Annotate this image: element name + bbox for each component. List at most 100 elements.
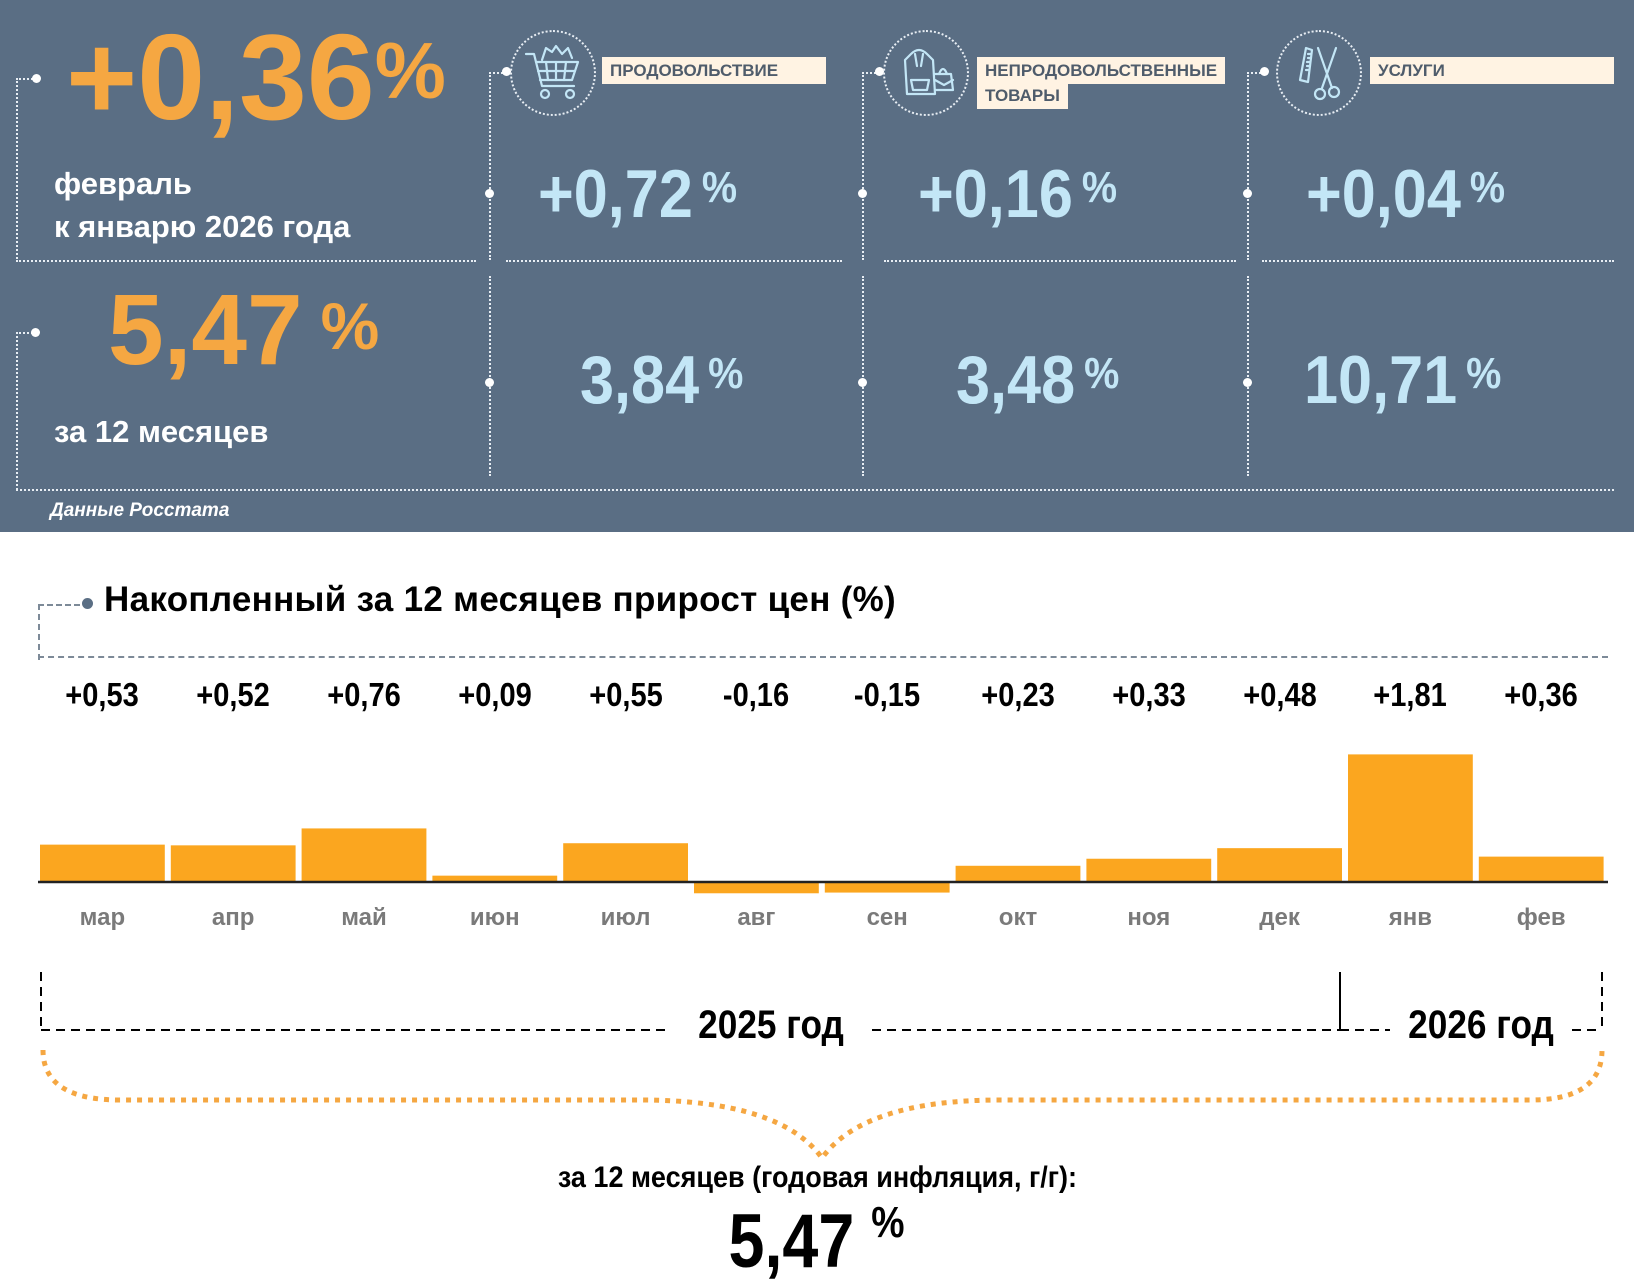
category-icon-circle — [1276, 30, 1362, 116]
nonfood-annual-number: 3,48 — [956, 342, 1076, 418]
month-label-янв: янв — [1388, 904, 1433, 931]
shopping-cart-icon — [524, 44, 580, 100]
bar-авг — [694, 882, 819, 894]
month-label-июн: июн — [469, 904, 520, 931]
bar-окт — [955, 865, 1081, 882]
value-label-сен: -0,15 — [854, 676, 921, 713]
percent-sign: % — [374, 26, 446, 115]
value-label-июн: +0,09 — [458, 676, 532, 713]
total-caption: за 12 месяцев (годовая инфляция, г/г): — [557, 1161, 1077, 1194]
connector-line — [489, 72, 507, 74]
category-tag-nonfood: НЕПРОДОВОЛЬСТВЕННЫЕ ТОВАРЫ — [977, 57, 1225, 109]
month-label-сен: сен — [866, 904, 908, 931]
category-tag-nonfood-line2: ТОВАРЫ — [977, 82, 1068, 109]
clothing-bag-icon — [903, 48, 955, 96]
services-monthly-number: +0,04 — [1306, 156, 1461, 232]
column-separator — [1247, 276, 1249, 476]
percent-sign: % — [320, 289, 380, 363]
connector-line — [16, 78, 36, 80]
connector-dot — [502, 67, 511, 76]
month-label-июл: июл — [600, 904, 651, 931]
month-label-дек: дек — [1259, 904, 1300, 931]
divider-line — [884, 260, 1236, 262]
connector-line — [16, 332, 18, 490]
services-monthly-value: +0,04% — [1306, 154, 1505, 234]
category-icon-circle — [883, 30, 969, 116]
bar-июл — [563, 843, 688, 882]
category-icon-circle — [510, 30, 596, 116]
bar-фев — [1478, 856, 1604, 882]
services-annual-value: 10,71% — [1304, 340, 1501, 420]
bar-дек — [1217, 848, 1342, 882]
title-underline — [38, 656, 1608, 658]
value-label-авг: -0,16 — [723, 676, 790, 713]
food-monthly-number: +0,72 — [538, 156, 693, 232]
bar-июн — [432, 875, 558, 882]
monthly-label-line1: февраль — [54, 166, 192, 201]
connector-dot — [858, 189, 867, 198]
column-separator — [862, 72, 864, 260]
percent-sign: % — [708, 349, 744, 398]
chart-title: Накопленный за 12 месяцев прирост цен (%… — [104, 580, 896, 619]
divider-line — [16, 260, 476, 262]
year-label-2025: 2025 год — [698, 1003, 844, 1047]
category-tag-nonfood-line1: НЕПРОДОВОЛЬСТВЕННЫЕ — [977, 57, 1225, 84]
total-inflation-value: 5,47 — [728, 1199, 855, 1284]
month-label-май: май — [341, 904, 387, 931]
column-separator — [862, 276, 864, 476]
bar-chart — [38, 754, 1608, 894]
total-caption-wrap: за 12 месяцев (годовая инфляция, г/г): — [0, 1161, 1634, 1195]
food-annual-value: 3,84% — [580, 340, 743, 420]
bar-сен — [824, 882, 950, 893]
connector-dot — [485, 189, 494, 198]
year-bracket — [40, 972, 1605, 1163]
month-label-апр: апр — [211, 904, 255, 931]
connector-dot — [1243, 378, 1252, 387]
connector-dot — [32, 74, 41, 83]
column-separator — [489, 276, 491, 476]
bar-ноя — [1086, 858, 1212, 882]
connector-dot — [875, 67, 884, 76]
bar-апр — [170, 845, 296, 882]
connector-line — [1247, 72, 1265, 74]
title-connector — [38, 604, 80, 660]
column-separator — [489, 72, 491, 260]
food-monthly-value: +0,72% — [538, 154, 737, 234]
month-label-фев: фев — [1516, 904, 1566, 931]
nonfood-monthly-number: +0,16 — [918, 156, 1073, 232]
connector-dot — [858, 378, 867, 387]
column-separator — [1247, 72, 1249, 260]
monthly-cpi-label: февраль к январю 2026 года — [54, 162, 350, 248]
divider-line — [16, 489, 1614, 491]
divider-line — [1262, 260, 1614, 262]
connector-line — [16, 78, 18, 262]
annual-cpi-number: 5,47 — [108, 274, 303, 386]
value-label-июл: +0,55 — [588, 676, 663, 713]
bar-май — [301, 828, 427, 882]
nonfood-annual-value: 3,48% — [956, 340, 1119, 420]
year-label-2026: 2026 год — [1408, 1003, 1554, 1047]
connector-line — [862, 72, 880, 74]
connector-dot — [31, 328, 40, 337]
value-label-дек: +0,48 — [1242, 676, 1317, 713]
percent-sign: % — [1081, 163, 1118, 212]
divider-line — [506, 260, 842, 262]
source-note: Данные Росстата — [50, 500, 230, 521]
value-label-ноя: +0,33 — [1112, 676, 1186, 713]
monthly-cpi-number: +0,36 — [66, 9, 375, 145]
connector-dot — [1260, 67, 1269, 76]
month-label-авг: авг — [737, 904, 776, 931]
food-annual-number: 3,84 — [580, 342, 700, 418]
title-bullet — [82, 598, 93, 609]
comb-scissors-icon — [1298, 46, 1341, 101]
nonfood-monthly-value: +0,16% — [918, 154, 1117, 234]
value-label-мар: +0,53 — [65, 676, 140, 713]
category-tag-food: ПРОДОВОЛЬСТВИЕ — [602, 57, 826, 84]
percent-sign: % — [1469, 163, 1506, 212]
services-annual-number: 10,71 — [1304, 342, 1458, 418]
connector-line — [16, 332, 36, 334]
value-label-май: +0,76 — [327, 676, 401, 713]
percent-sign: % — [1084, 349, 1120, 398]
curly-brace — [40, 1049, 1605, 1163]
category-tag-services: УСЛУГИ — [1370, 57, 1614, 84]
